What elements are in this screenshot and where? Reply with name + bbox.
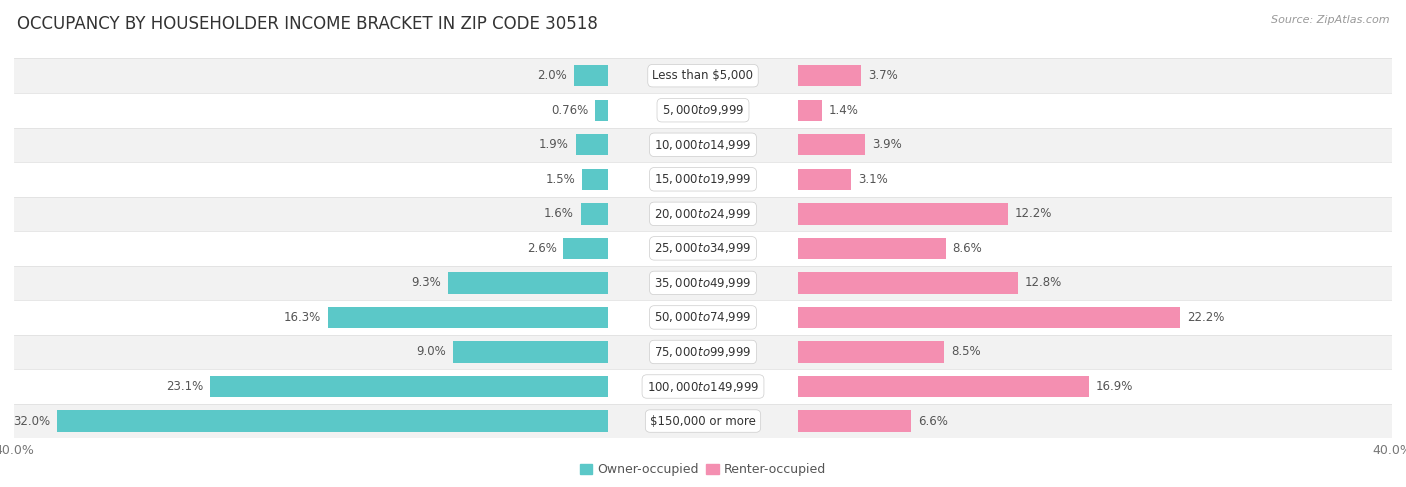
Text: $100,000 to $149,999: $100,000 to $149,999: [647, 379, 759, 393]
Bar: [14, 231, 1392, 265]
Text: 9.0%: 9.0%: [416, 345, 446, 358]
Text: 16.9%: 16.9%: [1095, 380, 1133, 393]
Bar: [564, 238, 609, 259]
Text: OCCUPANCY BY HOUSEHOLDER INCOME BRACKET IN ZIP CODE 30518: OCCUPANCY BY HOUSEHOLDER INCOME BRACKET …: [17, 15, 598, 33]
Bar: [797, 134, 865, 155]
Text: 16.3%: 16.3%: [284, 311, 321, 324]
Text: $50,000 to $74,999: $50,000 to $74,999: [654, 310, 752, 324]
Bar: [797, 203, 1008, 225]
Text: $35,000 to $49,999: $35,000 to $49,999: [654, 276, 752, 290]
Bar: [14, 265, 1392, 300]
Text: $75,000 to $99,999: $75,000 to $99,999: [654, 345, 752, 359]
Text: 2.6%: 2.6%: [527, 242, 557, 255]
Text: 1.5%: 1.5%: [546, 173, 575, 186]
Bar: [449, 272, 609, 294]
Bar: [797, 411, 911, 432]
Text: 3.1%: 3.1%: [858, 173, 887, 186]
Bar: [14, 128, 1392, 162]
Bar: [14, 93, 1392, 128]
Bar: [14, 404, 1392, 438]
Bar: [574, 65, 609, 86]
Bar: [797, 65, 862, 86]
Bar: [14, 369, 1392, 404]
Text: 0.76%: 0.76%: [551, 104, 588, 117]
Bar: [211, 376, 609, 397]
Text: $5,000 to $9,999: $5,000 to $9,999: [662, 103, 744, 117]
Bar: [58, 411, 609, 432]
Text: 22.2%: 22.2%: [1187, 311, 1225, 324]
Bar: [328, 307, 609, 328]
Bar: [595, 99, 609, 121]
Bar: [797, 341, 945, 363]
Bar: [797, 169, 851, 190]
Text: $150,000 or more: $150,000 or more: [650, 414, 756, 428]
Text: 12.8%: 12.8%: [1025, 277, 1063, 289]
Text: 3.7%: 3.7%: [869, 69, 898, 82]
Text: 1.6%: 1.6%: [544, 207, 574, 220]
Bar: [797, 272, 1018, 294]
Text: Source: ZipAtlas.com: Source: ZipAtlas.com: [1271, 15, 1389, 25]
Text: $10,000 to $14,999: $10,000 to $14,999: [654, 138, 752, 152]
Text: 9.3%: 9.3%: [412, 277, 441, 289]
Bar: [453, 341, 609, 363]
Text: 2.0%: 2.0%: [537, 69, 567, 82]
Text: 6.6%: 6.6%: [918, 414, 948, 428]
Text: $25,000 to $34,999: $25,000 to $34,999: [654, 242, 752, 255]
Bar: [14, 58, 1392, 93]
Bar: [575, 134, 609, 155]
Text: Less than $5,000: Less than $5,000: [652, 69, 754, 82]
Bar: [14, 162, 1392, 197]
Text: 23.1%: 23.1%: [166, 380, 204, 393]
Text: 8.6%: 8.6%: [953, 242, 983, 255]
Bar: [14, 335, 1392, 369]
Bar: [797, 99, 823, 121]
Text: 12.2%: 12.2%: [1015, 207, 1052, 220]
Text: 1.4%: 1.4%: [828, 104, 859, 117]
Bar: [797, 238, 946, 259]
Text: $15,000 to $19,999: $15,000 to $19,999: [654, 172, 752, 187]
Bar: [14, 300, 1392, 335]
Legend: Owner-occupied, Renter-occupied: Owner-occupied, Renter-occupied: [575, 458, 831, 482]
Bar: [797, 307, 1180, 328]
Text: 32.0%: 32.0%: [13, 414, 51, 428]
Bar: [581, 203, 609, 225]
Text: 8.5%: 8.5%: [950, 345, 980, 358]
Text: $20,000 to $24,999: $20,000 to $24,999: [654, 207, 752, 221]
Bar: [14, 197, 1392, 231]
Bar: [582, 169, 609, 190]
Text: 3.9%: 3.9%: [872, 138, 901, 151]
Text: 1.9%: 1.9%: [538, 138, 568, 151]
Bar: [797, 376, 1088, 397]
